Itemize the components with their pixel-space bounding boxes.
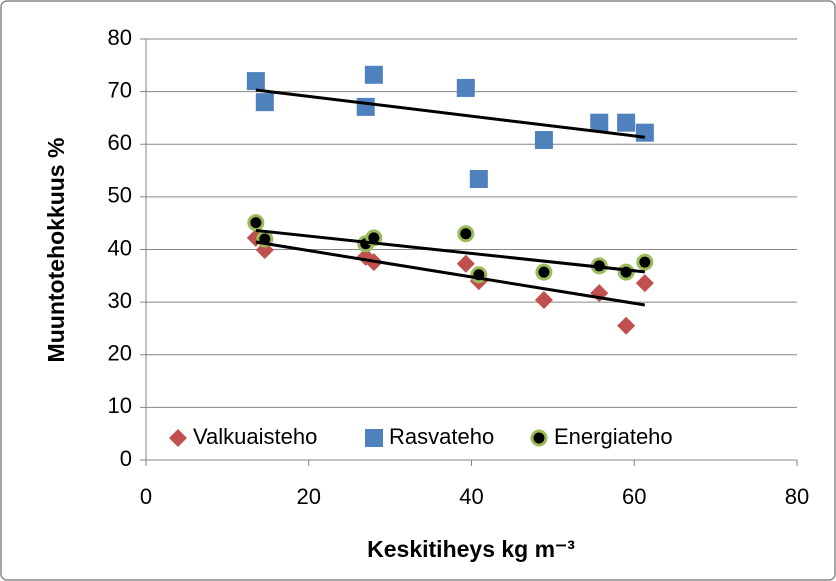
y-tick-label: 70 bbox=[108, 77, 132, 102]
y-tick-label: 20 bbox=[108, 341, 132, 366]
y-tick-label: 0 bbox=[120, 446, 132, 471]
point bbox=[534, 131, 553, 150]
legend-label: Rasvateho bbox=[389, 424, 494, 449]
y-tick-label: 80 bbox=[108, 25, 132, 50]
point bbox=[456, 254, 475, 273]
point bbox=[590, 113, 609, 132]
point bbox=[364, 65, 383, 84]
point bbox=[617, 113, 636, 132]
legend-label: Energiateho bbox=[554, 424, 673, 449]
legend-marker bbox=[169, 429, 187, 447]
y-tick-label: 60 bbox=[108, 130, 132, 155]
x-tick-label: 80 bbox=[785, 484, 809, 509]
x-tick-label: 0 bbox=[140, 484, 152, 509]
x-axis-label: Keskitiheys kg m⁻³ bbox=[367, 536, 575, 562]
point bbox=[636, 253, 654, 271]
point bbox=[246, 72, 265, 91]
point bbox=[246, 228, 265, 247]
y-tick-label: 30 bbox=[108, 288, 132, 313]
y-tick-label: 10 bbox=[108, 393, 132, 418]
trend-line bbox=[255, 88, 646, 139]
y-tick-label: 40 bbox=[108, 235, 132, 260]
point bbox=[456, 78, 475, 97]
point bbox=[617, 316, 636, 335]
point bbox=[635, 123, 654, 142]
point bbox=[356, 97, 375, 116]
point bbox=[457, 225, 475, 243]
legend-label: Valkuaisteho bbox=[193, 424, 317, 449]
x-tick-label: 40 bbox=[459, 484, 483, 509]
y-tick-label: 50 bbox=[108, 183, 132, 208]
trend-line bbox=[255, 240, 646, 307]
point bbox=[247, 214, 265, 232]
x-tick-label: 20 bbox=[297, 484, 321, 509]
trend-line bbox=[255, 228, 645, 274]
point bbox=[255, 93, 274, 112]
point bbox=[534, 291, 553, 310]
point bbox=[469, 169, 488, 188]
point bbox=[617, 263, 635, 281]
legend-marker bbox=[365, 429, 383, 447]
legend-marker bbox=[530, 429, 548, 447]
y-axis-label: Muuntotehokkuus % bbox=[43, 138, 69, 363]
point bbox=[535, 263, 553, 281]
x-tick-label: 60 bbox=[622, 484, 646, 509]
point bbox=[635, 274, 654, 293]
